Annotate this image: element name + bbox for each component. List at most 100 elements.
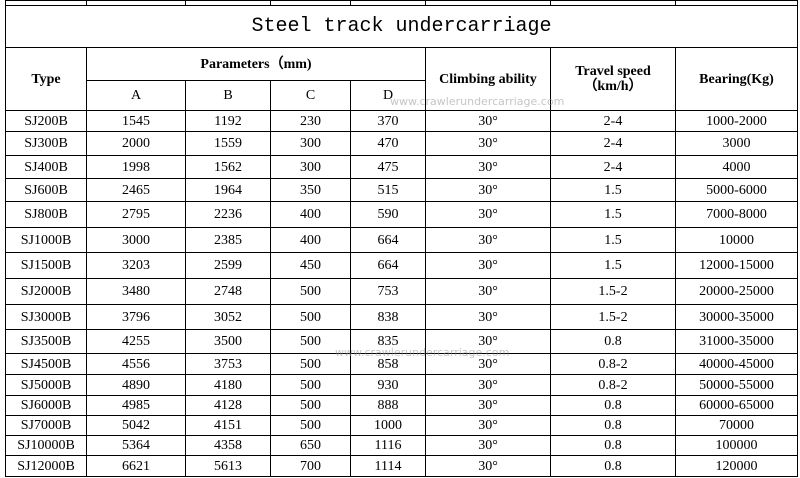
cell: 0.8-2 [550,353,676,375]
cell: 2-4 [550,110,676,132]
cell: 2599 [185,252,271,279]
cell: 753 [350,278,426,305]
travel-header-line: Travel speed [575,64,651,79]
cell: 500 [270,395,351,416]
climbing-header: Climbing ability [425,47,551,111]
cell: 2-4 [550,131,676,156]
cell: 2000 [86,131,186,156]
cell: 30° [425,110,551,132]
data-row: SJ3500B 4255 3500 500 835 30° 0.8 31000-35000 [5,329,798,354]
cell: SJ6000B [5,395,87,416]
cell: SJ400B [5,155,87,179]
data-row: SJ1000B 3000 2385 400 664 30° 1.5 10000 [5,227,798,253]
cell: 7000-8000 [675,201,798,228]
cell: 4890 [86,374,186,396]
cell: 3203 [86,252,186,279]
cell: 30° [425,374,551,396]
cell: 3052 [185,304,271,330]
cell: 3796 [86,304,186,330]
cell: 5000-6000 [675,178,798,202]
cell: SJ1500B [5,252,87,279]
cell: 30° [425,155,551,179]
cell: 30° [425,415,551,436]
cell: 5613 [185,455,271,477]
cell: 100000 [675,435,798,456]
cell: 10000 [675,227,798,253]
cell: 30° [425,395,551,416]
title-row: Steel track undercarriage [5,5,798,48]
cell: 475 [350,155,426,179]
cell: 400 [270,201,351,228]
cell: 1.5 [550,201,676,228]
cell: 1000-2000 [675,110,798,132]
cell: 50000-55000 [675,374,798,396]
cell: 300 [270,155,351,179]
cell: 1.5 [550,227,676,253]
cell: 30° [425,252,551,279]
cell: 1.5 [550,252,676,279]
cell: 664 [350,252,426,279]
cell: SJ3000B [5,304,87,330]
cell: 230 [270,110,351,132]
cell: 500 [270,278,351,305]
travel-header-unit: （km/h） [583,79,643,94]
cell: SJ12000B [5,455,87,477]
cell: 1.5-2 [550,304,676,330]
cell: 30° [425,435,551,456]
cell: SJ800B [5,201,87,228]
spec-table: Steel track undercarriage Type Parameter… [5,0,798,477]
cell: 31000-35000 [675,329,798,354]
cell: 370 [350,110,426,132]
cell: 12000-15000 [675,252,798,279]
data-row: SJ3000B 3796 3052 500 838 30° 1.5-2 30000-35000 [5,304,798,330]
cell: 30° [425,131,551,156]
cell: 5364 [86,435,186,456]
cell: SJ2000B [5,278,87,305]
cell: 450 [270,252,351,279]
cell: 3000 [86,227,186,253]
cell: 30° [425,201,551,228]
cell: 888 [350,395,426,416]
cell: 3000 [675,131,798,156]
cell: 1998 [86,155,186,179]
cell: 300 [270,131,351,156]
data-row: SJ2000B 3480 2748 500 753 30° 1.5-2 20000-25000 [5,278,798,305]
cell: 40000-45000 [675,353,798,375]
cell: 0.8 [550,395,676,416]
data-row: SJ10000B 5364 4358 650 1116 30° 0.8 100000 [5,435,798,456]
cell: 2-4 [550,155,676,179]
cell: 4358 [185,435,271,456]
table-body: Steel track undercarriage Type Parameter… [5,0,798,477]
parameters-header: Parameters（mm) [86,47,426,81]
cell: 0.8 [550,415,676,436]
cell: 2236 [185,201,271,228]
cell: 700 [270,455,351,477]
cell: 0.8 [550,329,676,354]
cell: 515 [350,178,426,202]
cell: 30000-35000 [675,304,798,330]
cell: 30° [425,353,551,375]
cell: SJ5000B [5,374,87,396]
data-row: SJ800B 2795 2236 400 590 30° 1.5 7000-8000 [5,201,798,228]
data-row: SJ600B 2465 1964 350 515 30° 1.5 5000-6000 [5,178,798,202]
cell: 30° [425,329,551,354]
cell: 20000-25000 [675,278,798,305]
data-row: SJ200B 1545 1192 230 370 30° 2-4 1000-2000 [5,110,798,132]
parameter-column-header: A [86,80,186,111]
cell: 60000-65000 [675,395,798,416]
cell: 1000 [350,415,426,436]
cell: 30° [425,227,551,253]
cell: 4000 [675,155,798,179]
cell: 2795 [86,201,186,228]
cell: 30° [425,455,551,477]
cell: 4556 [86,353,186,375]
cell: 838 [350,304,426,330]
cell: 1559 [185,131,271,156]
cell: SJ4500B [5,353,87,375]
cell: 4128 [185,395,271,416]
cell: 1114 [350,455,426,477]
cell: 3753 [185,353,271,375]
cell: SJ3500B [5,329,87,354]
